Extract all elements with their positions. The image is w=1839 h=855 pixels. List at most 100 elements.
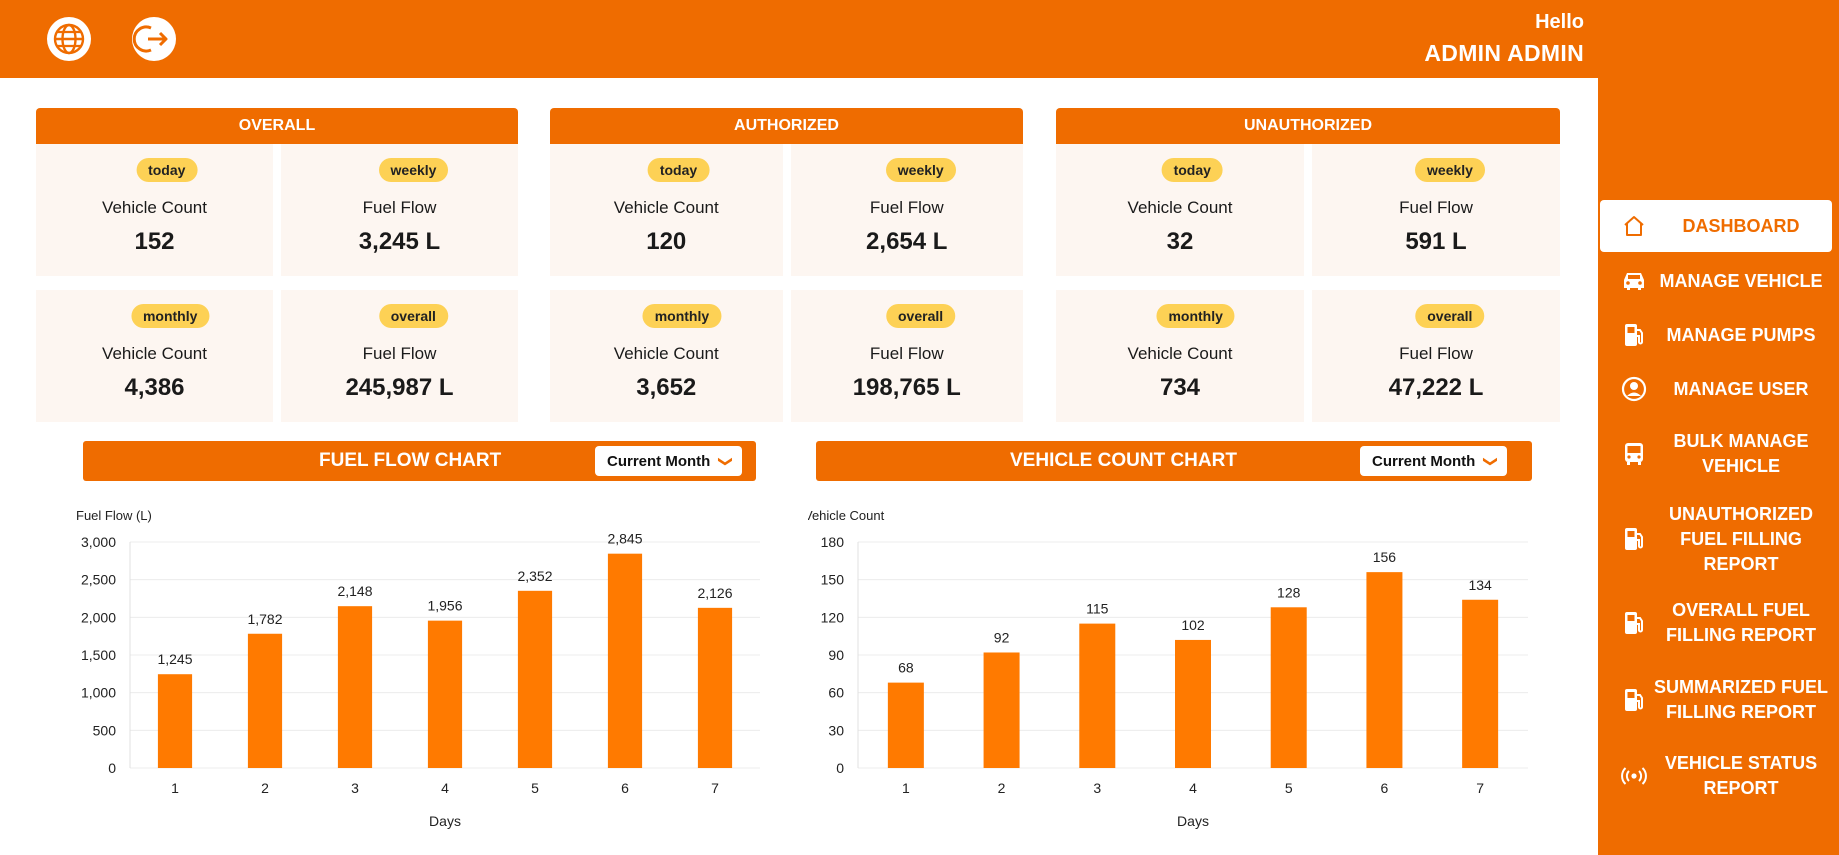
fuel-pump-icon (1614, 607, 1654, 639)
bar[interactable] (247, 633, 283, 768)
data-label: 115 (1086, 601, 1109, 617)
logout-icon[interactable] (131, 16, 177, 62)
x-tick-label: 6 (621, 780, 629, 796)
bar[interactable] (1079, 623, 1116, 768)
stat-value: 2,654 L (866, 228, 948, 255)
sidebar-item-manage-pumps[interactable]: MANAGE PUMPS (1600, 315, 1832, 355)
data-label: 1,956 (427, 598, 462, 614)
sidebar-item-label: MANAGE USER (1673, 378, 1809, 399)
car-icon (1614, 265, 1654, 297)
vehicle-count-chart-header: VEHICLE COUNT CHART Current Month ❮ (816, 441, 1532, 481)
sidebar-item-vehicle-status-report[interactable]: VEHICLE STATUS REPORT (1600, 750, 1832, 802)
stat-card: monthly Vehicle Count 4,386 (36, 290, 273, 422)
period-badge: monthly (1156, 304, 1235, 328)
stat-card: overall Fuel Flow 198,765 L (790, 290, 1023, 422)
x-tick-label: 4 (441, 780, 449, 796)
x-tick-label: 1 (902, 780, 910, 796)
period-select[interactable]: Current Month ❮ (595, 446, 743, 476)
sidebar-item-summarized-fuel-filling-report[interactable]: SUMMARIZED FUEL FILLING REPORT (1600, 674, 1832, 726)
period-badge: monthly (642, 304, 722, 328)
user-name[interactable]: ADMIN ADMIN (1424, 40, 1584, 66)
period-badge: weekly (1415, 158, 1485, 182)
stat-card: today Vehicle Count 120 (550, 144, 783, 276)
group-title: AUTHORIZED (550, 108, 1023, 144)
bar[interactable] (157, 674, 193, 768)
x-tick-label: 3 (351, 780, 359, 796)
x-tick-label: 5 (1285, 780, 1293, 796)
overall-stats-group: OVERALL today Vehicle Count 152 weekly Fuel… (36, 108, 518, 422)
sidebar-item-label: MANAGE VEHICLE (1659, 270, 1823, 291)
bar[interactable] (1366, 572, 1403, 768)
stat-label: Vehicle Count (102, 198, 207, 217)
stat-label: Vehicle Count (1127, 198, 1233, 217)
data-label: 2,845 (607, 531, 642, 547)
user-circle-icon (1614, 373, 1654, 405)
bar[interactable] (1175, 639, 1211, 768)
stat-card: today Vehicle Count 32 (1056, 144, 1304, 276)
period-badge: today (136, 158, 198, 182)
sidebar-item-overall-fuel-filling-report[interactable]: OVERALL FUEL FILLING REPORT (1600, 597, 1832, 649)
stat-value: 734 (1159, 374, 1201, 401)
stat-label: Fuel Flow (362, 198, 437, 217)
stat-card: overall Fuel Flow 245,987 L (281, 290, 518, 422)
stat-value: 152 (134, 228, 175, 255)
data-label: 68 (898, 660, 914, 676)
bar[interactable] (337, 606, 373, 768)
sidebar-item-dashboard[interactable]: DASHBOARD (1600, 200, 1832, 252)
bar[interactable] (983, 652, 1020, 768)
period-select[interactable]: Current Month ❮ (1360, 446, 1508, 476)
sidebar-item-label: OVERALL FUEL FILLING REPORT (1666, 600, 1816, 645)
bus-icon (1614, 438, 1654, 470)
stat-label: Fuel Flow (1399, 344, 1473, 363)
x-tick-label: 6 (1381, 780, 1389, 796)
chevron-down-icon: ❮ (715, 455, 732, 467)
home-icon (1614, 210, 1654, 242)
data-label: 92 (994, 629, 1010, 645)
y-tick-label: 90 (828, 647, 844, 663)
globe-icon[interactable] (46, 16, 92, 62)
period-badge: weekly (885, 158, 956, 182)
sidebar-item-unauthorized-fuel-filling-report[interactable]: UNAUTHORIZED FUEL FILLING REPORT (1600, 501, 1832, 577)
sidebar-item-bulk-manage-vehicle[interactable]: BULK MANAGE VEHICLE (1600, 428, 1832, 480)
y-tick-label: 30 (828, 722, 844, 738)
stat-value: 3,652 (636, 374, 697, 401)
stat-label: Fuel Flow (1399, 198, 1473, 217)
chevron-down-icon: ❮ (1480, 455, 1497, 467)
fuel-pump-icon (1614, 523, 1654, 555)
bar[interactable] (697, 607, 733, 768)
chart-title: FUEL FLOW CHART (319, 450, 502, 471)
data-label: 102 (1181, 617, 1205, 633)
y-tick-label: 2,000 (81, 609, 116, 625)
stat-label: Fuel Flow (869, 344, 944, 363)
fuel-flow-chart-header: FUEL FLOW CHART Current Month ❮ (83, 441, 756, 481)
bar[interactable] (1462, 599, 1499, 768)
sidebar-item-manage-user[interactable]: MANAGE USER (1600, 369, 1832, 409)
period-badge: overall (886, 304, 956, 328)
y-tick-label: 120 (821, 609, 845, 625)
x-tick-label: 7 (1476, 780, 1484, 796)
x-tick-label: 1 (171, 780, 179, 796)
sidebar-item-manage-vehicle[interactable]: MANAGE VEHICLE (1600, 261, 1832, 301)
sidebar: DASHBOARD MANAGE VEHICLE MANAGE PUMPS MA… (1598, 78, 1839, 855)
stat-value: 4,386 (124, 374, 185, 401)
bar[interactable] (607, 553, 643, 768)
y-tick-label: 2,500 (81, 572, 116, 588)
bar[interactable] (427, 620, 463, 768)
stat-label: Vehicle Count (613, 344, 719, 363)
sidebar-item-label: UNAUTHORIZED FUEL FILLING REPORT (1669, 503, 1813, 574)
stat-value: 3,245 L (358, 228, 441, 255)
stat-card: overall Fuel Flow 47,222 L (1312, 290, 1560, 422)
data-label: 2,126 (697, 585, 732, 601)
unauthorized-stats-group: UNAUTHORIZED today Vehicle Count 32 weekly… (1056, 108, 1560, 422)
sidebar-item-label: VEHICLE STATUS REPORT (1664, 753, 1818, 798)
bar[interactable] (1270, 607, 1307, 768)
y-tick-label: 3,000 (81, 534, 116, 550)
y-tick-label: 1,500 (81, 647, 116, 663)
stat-label: Fuel Flow (362, 344, 437, 363)
bar[interactable] (887, 682, 924, 768)
bar[interactable] (517, 590, 553, 768)
stat-card: weekly Fuel Flow 3,245 L (281, 144, 518, 276)
stat-value: 120 (646, 228, 687, 255)
stat-card: monthly Vehicle Count 3,652 (550, 290, 783, 422)
stat-value: 198,765 L (852, 374, 961, 401)
